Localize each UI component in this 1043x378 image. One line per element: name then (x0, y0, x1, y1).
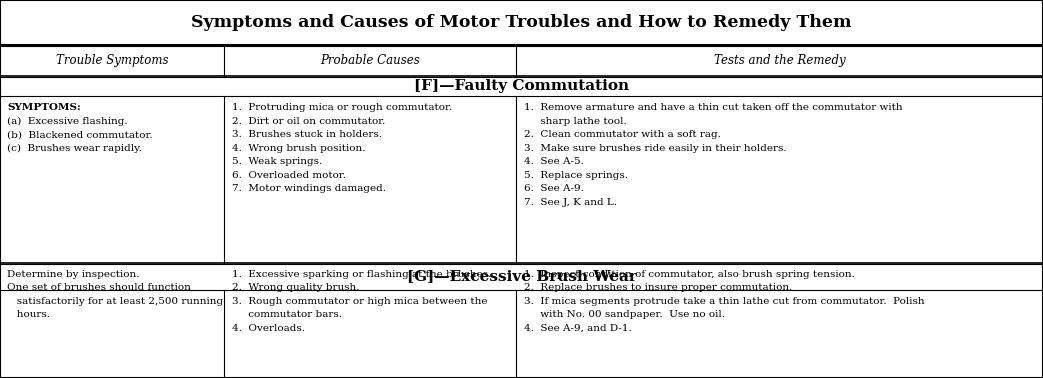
Text: (c)  Brushes wear rapidly.: (c) Brushes wear rapidly. (7, 144, 142, 153)
Text: commutator bars.: commutator bars. (232, 310, 341, 319)
Text: hours.: hours. (7, 310, 50, 319)
Text: Symptoms and Causes of Motor Troubles and How to Remedy Them: Symptoms and Causes of Motor Troubles an… (191, 14, 852, 31)
Text: 1.  Excessive sparking or flashing at the brushes.: 1. Excessive sparking or flashing at the… (232, 270, 491, 279)
Text: Determine by inspection.: Determine by inspection. (7, 270, 140, 279)
Text: (b)  Blackened commutator.: (b) Blackened commutator. (7, 130, 153, 139)
Text: 1.  Inspect condition of commutator, also brush spring tension.: 1. Inspect condition of commutator, also… (524, 270, 854, 279)
Text: Trouble Symptoms: Trouble Symptoms (56, 54, 168, 67)
Text: 3.  Rough commutator or high mica between the: 3. Rough commutator or high mica between… (232, 297, 487, 305)
Text: SYMPTOMS:: SYMPTOMS: (7, 103, 81, 112)
Text: Probable Causes: Probable Causes (320, 54, 420, 67)
Text: 2.  Clean commutator with a soft rag.: 2. Clean commutator with a soft rag. (524, 130, 721, 139)
Text: 3.  Make sure brushes ride easily in their holders.: 3. Make sure brushes ride easily in thei… (524, 144, 786, 153)
Text: 7.  Motor windings damaged.: 7. Motor windings damaged. (232, 184, 386, 194)
Text: 3.  If mica segments protrude take a thin lathe cut from commutator.  Polish: 3. If mica segments protrude take a thin… (524, 297, 924, 305)
Text: satisfactorily for at least 2,500 running: satisfactorily for at least 2,500 runnin… (7, 297, 223, 305)
Text: 7.  See J, K and L.: 7. See J, K and L. (524, 198, 616, 207)
Text: 3.  Brushes stuck in holders.: 3. Brushes stuck in holders. (232, 130, 382, 139)
Text: 4.  See A-9, and D-1.: 4. See A-9, and D-1. (524, 324, 631, 333)
Text: 6.  See A-9.: 6. See A-9. (524, 184, 583, 194)
Text: One set of brushes should function: One set of brushes should function (7, 283, 191, 292)
Text: 4.  Overloads.: 4. Overloads. (232, 324, 305, 333)
Text: 6.  Overloaded motor.: 6. Overloaded motor. (232, 171, 345, 180)
Text: [F]—Faulty Commutation: [F]—Faulty Commutation (414, 79, 629, 93)
Text: with No. 00 sandpaper.  Use no oil.: with No. 00 sandpaper. Use no oil. (524, 310, 725, 319)
Text: 5.  Replace springs.: 5. Replace springs. (524, 171, 628, 180)
Text: 4.  See A-5.: 4. See A-5. (524, 157, 583, 166)
Text: 1.  Protruding mica or rough commutator.: 1. Protruding mica or rough commutator. (232, 103, 452, 112)
Text: 4.  Wrong brush position.: 4. Wrong brush position. (232, 144, 365, 153)
Text: (a)  Excessive flashing.: (a) Excessive flashing. (7, 117, 128, 126)
Text: 1.  Remove armature and have a thin cut taken off the commutator with: 1. Remove armature and have a thin cut t… (524, 103, 902, 112)
Text: [G]—Excessive Brush Wear: [G]—Excessive Brush Wear (407, 270, 636, 284)
Text: 2.  Wrong quality brush.: 2. Wrong quality brush. (232, 283, 359, 292)
Text: sharp lathe tool.: sharp lathe tool. (524, 117, 627, 126)
Text: 2.  Dirt or oil on commutator.: 2. Dirt or oil on commutator. (232, 117, 385, 126)
Text: 2.  Replace brushes to insure proper commutation.: 2. Replace brushes to insure proper comm… (524, 283, 792, 292)
Text: 5.  Weak springs.: 5. Weak springs. (232, 157, 322, 166)
Text: Tests and the Remedy: Tests and the Remedy (713, 54, 846, 67)
